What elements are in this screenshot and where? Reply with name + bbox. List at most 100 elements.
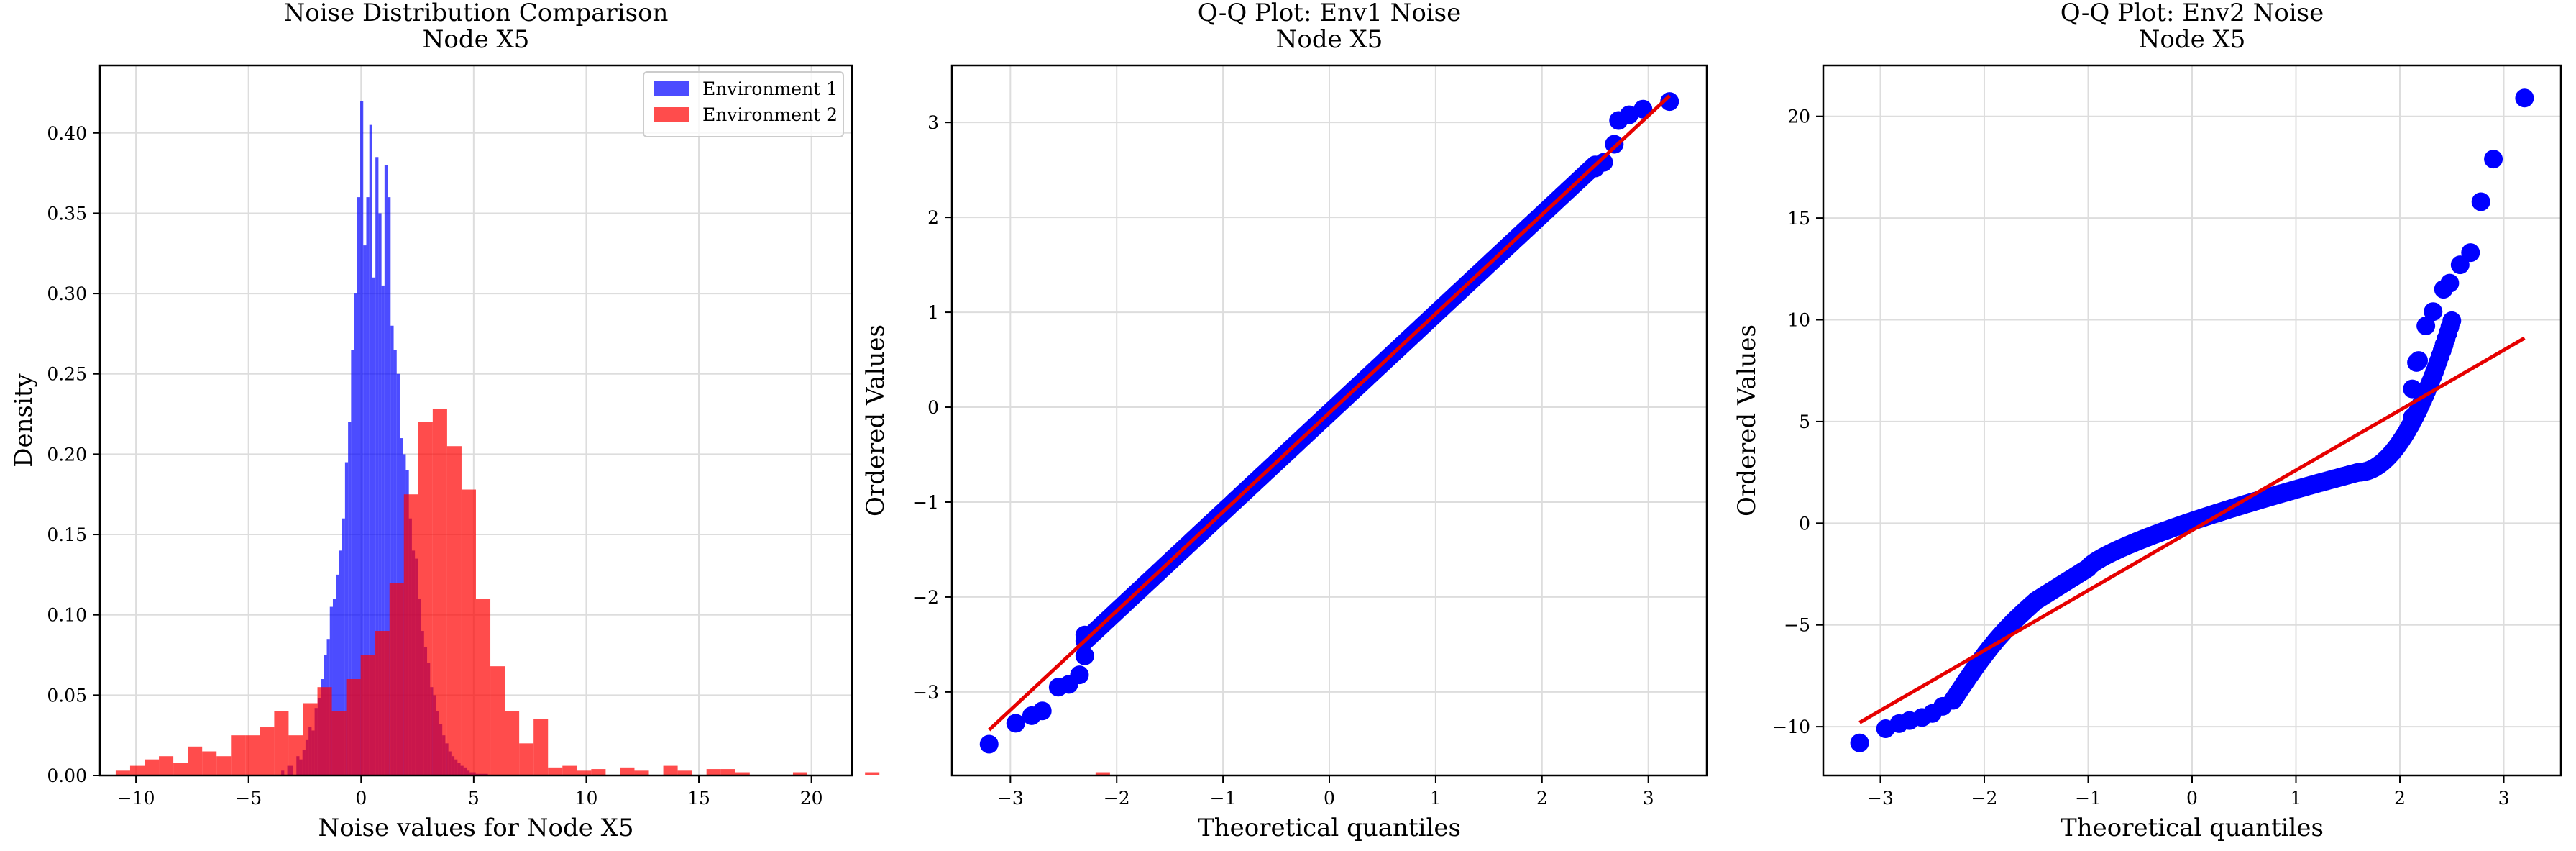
qq-point (1605, 135, 1624, 154)
qq-point (1660, 92, 1679, 112)
histogram-bar (461, 489, 476, 775)
legend-box (643, 71, 844, 137)
histogram-bar (389, 583, 404, 775)
y-tick-label: 1 (927, 302, 939, 323)
histogram-bar (339, 550, 342, 775)
y-tick-label: 2 (927, 207, 939, 228)
y-tick-label: 0.25 (47, 364, 87, 385)
y-tick-label: 0.05 (47, 685, 87, 706)
qq-env1-panel: −3 −2 −1 0 1 2 3 −3 −2 −1 0 1 2 3 Q-Q Plot: Env1 Nois… (861, 0, 1708, 842)
histogram-bar (620, 767, 635, 775)
histogram-bar (446, 446, 462, 775)
histogram-x-axis-label: Noise values for Node X5 (318, 814, 634, 842)
qq-env2-title-line-1: Q-Q Plot: Env2 Noise (2061, 0, 2324, 27)
qq-reference-line (988, 94, 1671, 732)
qq-point (2440, 273, 2460, 293)
x-tick-label: −2 (1104, 788, 1130, 809)
histogram-bar (375, 631, 390, 775)
histogram-bar (735, 772, 750, 775)
histogram-bar (245, 735, 260, 775)
histogram-bar (317, 687, 332, 775)
qq-env2-fit-line (1858, 336, 2526, 724)
x-tick-label: 5 (468, 788, 480, 809)
qq-point (2416, 316, 2436, 335)
y-tick-label: 3 (927, 112, 939, 133)
x-tick-label: −3 (997, 788, 1024, 809)
x-tick-label: 2 (1536, 788, 1548, 809)
x-tick-label: 20 (800, 788, 823, 809)
environment-2-bars (115, 409, 1110, 775)
x-tick-label: 2 (2394, 788, 2406, 809)
histogram-bar (706, 769, 721, 775)
qq-point (1006, 714, 1025, 733)
histogram-bar (348, 422, 352, 775)
histogram-bar (490, 666, 505, 775)
histogram-bar (360, 101, 364, 775)
qq-point (1075, 625, 1094, 645)
histogram-bar (260, 727, 275, 775)
histogram-bar (115, 770, 130, 775)
qq-point (2442, 311, 2462, 330)
histogram-ticks: −10 −5 0 5 10 15 20 0.00 0.05 0.10 0.15 0.20 0.25 0.3… (47, 123, 822, 809)
x-tick-label: 3 (1643, 788, 1654, 809)
histogram-bar (792, 772, 807, 775)
legend-label-environment-2: Environment 2 (702, 104, 838, 125)
x-tick-label: 0 (1324, 788, 1335, 809)
qq-env1-axes-frame (950, 64, 1708, 777)
histogram-bar (591, 769, 606, 775)
y-tick-label: 0.40 (47, 123, 87, 144)
qq-point (2450, 255, 2470, 275)
histogram-bar (303, 703, 318, 775)
qq-point (1943, 691, 1963, 710)
histogram-bar (396, 373, 400, 775)
qq-env2-x-axis-label: Theoretical quantiles (2061, 814, 2324, 842)
histogram-bar (375, 157, 379, 775)
legend-swatch-environment-2 (654, 107, 689, 122)
qq-env1-y-axis-label: Ordered Values (861, 324, 890, 516)
qq-env2-title-line-2: Node X5 (2139, 25, 2246, 54)
qq-env1-fit-line (988, 94, 1671, 732)
qq-reference-line (1858, 336, 2526, 724)
qq-point (2409, 351, 2429, 370)
histogram-bar (577, 770, 592, 775)
qq-env2-y-axis-label: Ordered Values (1733, 324, 1761, 516)
histogram-bar (354, 293, 357, 776)
x-tick-label: −5 (235, 788, 262, 809)
x-tick-label: 1 (1430, 788, 1441, 809)
histogram-bar (393, 350, 397, 776)
x-tick-label: 3 (2498, 788, 2510, 809)
y-tick-label: 0.35 (47, 203, 87, 224)
x-tick-label: −2 (1971, 788, 1998, 809)
legend-swatch-environment-1 (654, 81, 689, 96)
qq-point (2515, 88, 2534, 108)
x-tick-label: −10 (117, 788, 155, 809)
histogram-y-axis-label: Density (9, 373, 38, 467)
y-tick-label: 0.00 (47, 765, 87, 786)
histogram-legend: Environment 1 Environment 2 (643, 71, 844, 137)
qq-point (1594, 153, 1613, 172)
qq-point (2424, 302, 2443, 322)
histogram-bar (390, 325, 394, 776)
qq-point (979, 734, 999, 754)
histogram-bar (145, 759, 160, 775)
histogram-bar (202, 751, 217, 775)
histogram-bar (360, 655, 375, 775)
histogram-title-line-2: Node X5 (423, 25, 530, 54)
y-tick-label: 15 (1787, 208, 1810, 229)
x-tick-label: 15 (687, 788, 710, 809)
y-tick-label: −2 (912, 587, 939, 608)
histogram-bar (381, 285, 385, 775)
y-tick-label: 0.10 (47, 605, 87, 626)
histogram-title-line-1: Noise Distribution Comparison (284, 0, 669, 27)
histogram-panel: −10 −5 0 5 10 15 200.000.050.100.150.200.250.3… (9, 0, 1110, 842)
qq-env2-points (1850, 88, 2534, 752)
histogram-bar (388, 197, 391, 775)
histogram-bar (331, 711, 347, 775)
qq-env1-title-line-1: Q-Q Plot: Env1 Noise (1198, 0, 1461, 27)
y-tick-label: −3 (912, 682, 939, 703)
y-tick-label: 0.30 (47, 283, 87, 304)
x-tick-label: −1 (2075, 788, 2101, 809)
